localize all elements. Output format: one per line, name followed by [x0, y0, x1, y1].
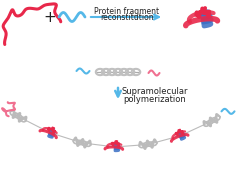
Text: polymerization: polymerization [124, 95, 186, 105]
Text: Supramolecular: Supramolecular [122, 88, 188, 97]
Text: reconstitution: reconstitution [100, 13, 154, 22]
Text: Protein fragment: Protein fragment [94, 6, 160, 15]
Text: +: + [44, 9, 56, 25]
